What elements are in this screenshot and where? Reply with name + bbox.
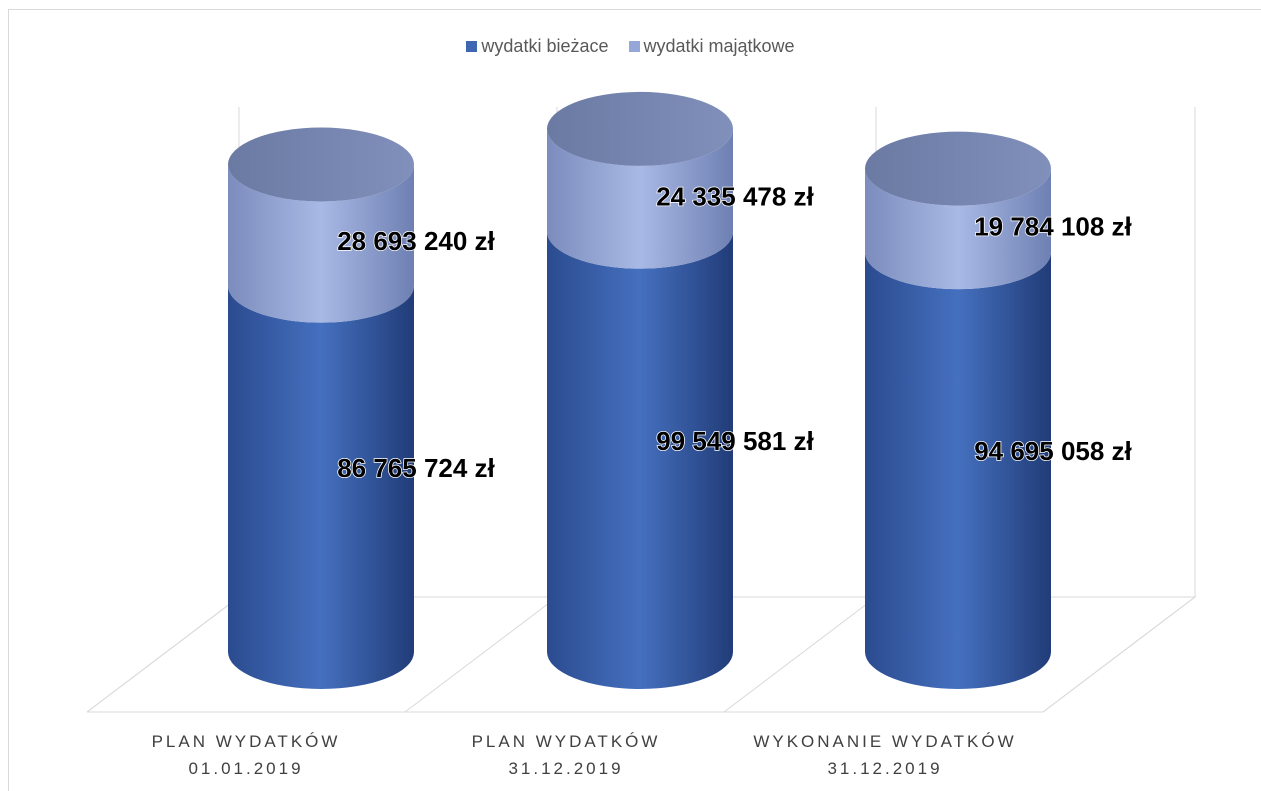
category-label: PLAN WYDATKÓW 31.12.2019: [416, 728, 716, 782]
data-label-capital: 24 335 478 zł: [656, 181, 814, 211]
cylinder-segment-current: [865, 252, 1051, 689]
category-label-line: 31.12.2019: [508, 759, 624, 778]
legend-label-capital: wydatki majątkowe: [643, 36, 795, 56]
cylinder-top-cap: [228, 127, 414, 202]
legend-swatch-current: [466, 41, 478, 52]
chart-frame: [8, 9, 1261, 791]
cylinder-segment-current: [547, 231, 733, 689]
category-label-line: PLAN WYDATKÓW: [471, 732, 661, 751]
cylinder-top-cap: [547, 91, 733, 166]
value-labels: 86 765 724 zł 28 693 240 zł 99 549 581 zł 2…: [336, 181, 1133, 484]
data-label-current: 94 695 058 zł: [974, 436, 1132, 466]
category-label-line: PLAN WYDATKÓW: [151, 732, 341, 751]
floor-divider: [404, 596, 558, 713]
category-label-line: WYKONANIE WYDATKÓW: [753, 732, 1017, 751]
category-label-line: 01.01.2019: [188, 759, 304, 778]
data-label-capital: 19 784 108 zł: [974, 211, 1132, 241]
bars-group: [228, 91, 1051, 689]
cylinder-segment-capital: [228, 164, 414, 323]
cylinder-top-cap: [865, 131, 1051, 206]
data-label-current: 86 765 724 zł: [337, 453, 495, 483]
legend-item-current: wydatki bieżace: [466, 36, 609, 57]
cylinder-segment-current: [228, 285, 414, 689]
category-label: PLAN WYDATKÓW 01.01.2019: [96, 728, 396, 782]
floor-divider: [86, 596, 240, 713]
data-label-capital: 28 693 240 zł: [337, 226, 495, 256]
cylinder-segment-capital: [865, 168, 1051, 290]
legend-label-current: wydatki bieżace: [481, 36, 609, 56]
floor-divider: [1042, 596, 1196, 713]
category-label: WYKONANIE WYDATKÓW 31.12.2019: [735, 728, 1035, 782]
cylinder-segment-capital: [547, 128, 733, 269]
data-label-current: 99 549 581 zł: [656, 426, 814, 456]
legend: wydatki bieżace wydatki majątkowe: [0, 36, 1261, 57]
legend-item-capital: wydatki majątkowe: [628, 36, 795, 57]
floor-divider: [723, 596, 877, 713]
legend-swatch-capital: [628, 41, 640, 52]
category-label-line: 31.12.2019: [827, 759, 943, 778]
